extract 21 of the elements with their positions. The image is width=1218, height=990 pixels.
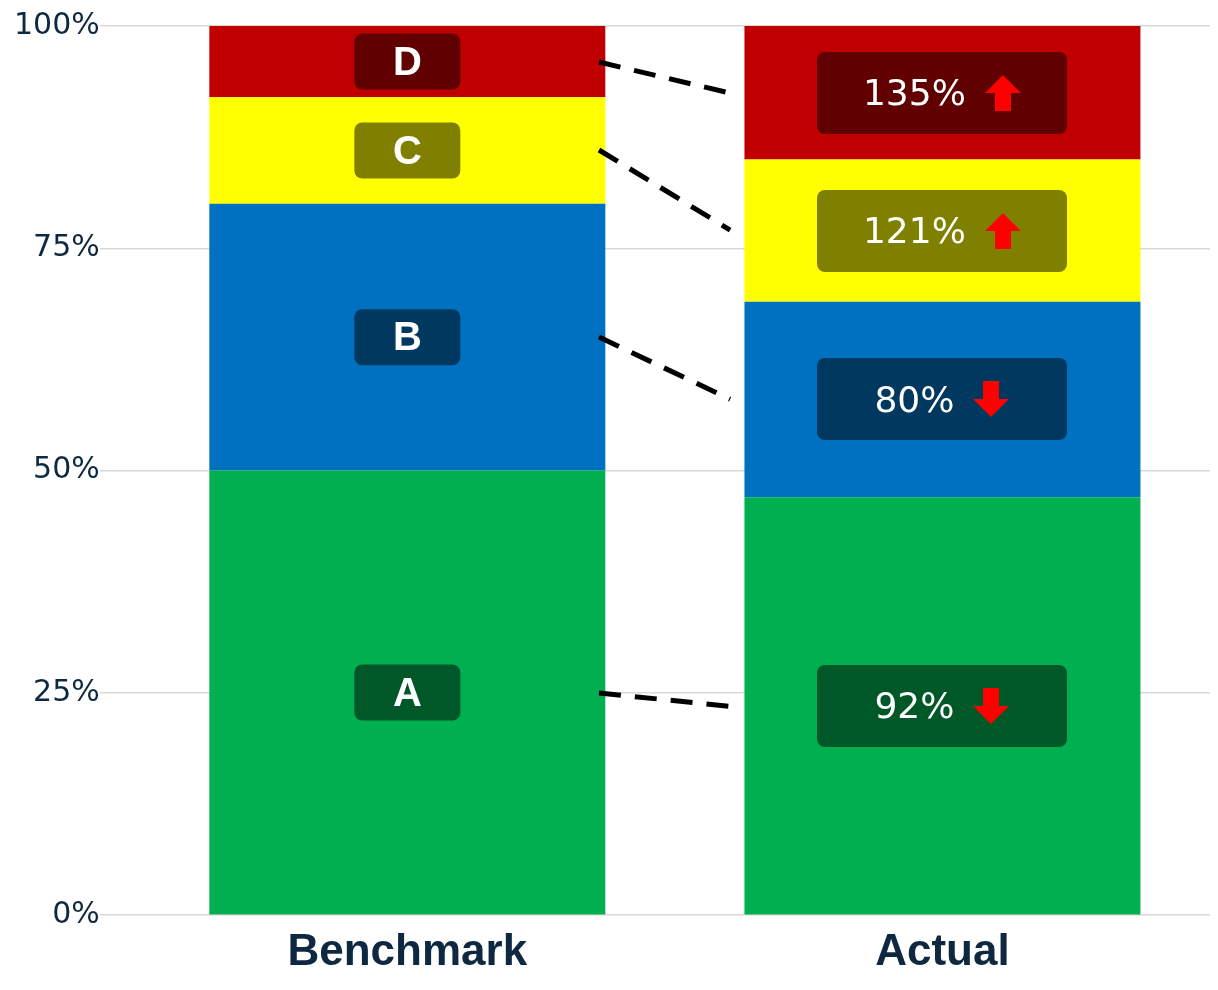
y-tick-label: 25% bbox=[33, 672, 100, 708]
annotation: 121% bbox=[862, 210, 966, 252]
y-tick-label: 75% bbox=[33, 228, 100, 264]
callout-badge: 80% bbox=[817, 358, 1068, 441]
callout-badge: 92% bbox=[817, 664, 1068, 747]
callout-badge: 121% bbox=[817, 189, 1068, 272]
annotation: 135% bbox=[862, 72, 966, 114]
x-tick-label: Benchmark bbox=[287, 924, 528, 974]
annotation: 92% bbox=[874, 685, 955, 727]
bar bbox=[209, 203, 606, 471]
y-tick-label: 100% bbox=[13, 5, 100, 41]
series-label: C bbox=[392, 127, 422, 172]
callout-badge: 135% bbox=[817, 51, 1068, 134]
annotation: 80% bbox=[874, 378, 955, 420]
series-label: A bbox=[392, 669, 422, 714]
bar bbox=[209, 470, 606, 915]
y-tick-label: 0% bbox=[52, 895, 100, 930]
y-tick-label: 50% bbox=[33, 450, 100, 486]
series-label: D bbox=[392, 38, 422, 83]
x-tick-label: Actual bbox=[875, 924, 1010, 974]
series-label: B bbox=[392, 314, 422, 359]
